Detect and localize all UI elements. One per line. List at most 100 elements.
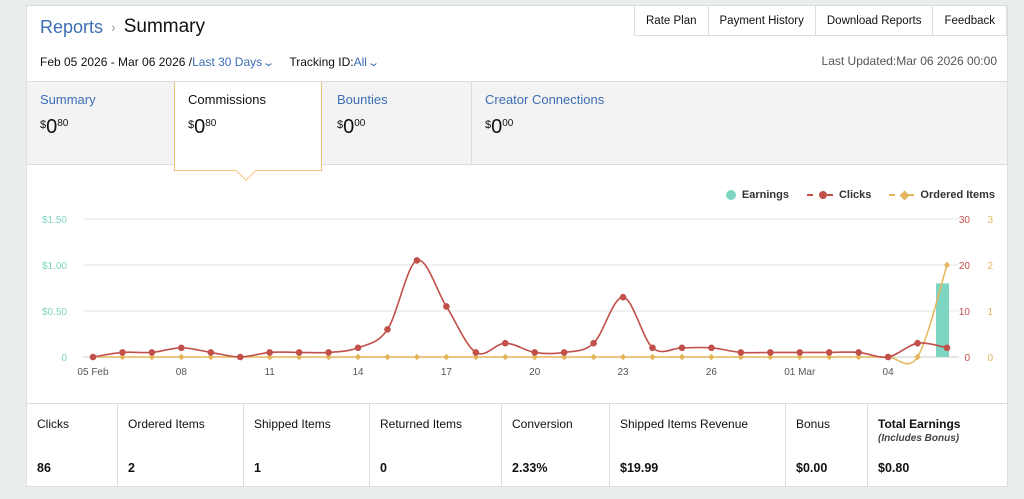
tracking-id-dropdown[interactable]: All⌄ [354,55,380,69]
legend-earnings[interactable]: Earnings [725,189,789,201]
clicks-point [443,303,450,310]
stat-bonus: Bonus $0.00 [786,404,868,487]
tab-amount: $080 [188,116,217,138]
clicks-point [266,349,273,356]
clicks-point [943,344,951,352]
clicks-series-line [92,259,948,359]
clicks-point [119,349,126,356]
clicks-point [207,349,215,356]
page-title: Summary [123,16,205,37]
last-updated-text: Last Updated:Mar 06 2026 00:00 [821,54,997,68]
y-right-clicks-tick-label: 10 [959,307,971,318]
clicks-point [560,349,568,356]
tab-amount: $080 [40,116,69,138]
ordered-items-point [472,353,480,361]
y-left-tick-label: $1.50 [42,215,67,226]
clicks-point [767,349,774,356]
stat-label: Shipped Items [254,417,331,431]
clicks-point [884,353,892,361]
payment-history-button[interactable]: Payment History [707,6,816,36]
ordered-items-point [649,353,656,361]
stats-row: Clicks 86 Ordered Items 2 Shipped Items … [27,403,1007,487]
y-left-tick-label: 0 [61,353,67,364]
clicks-point [825,349,833,356]
stat-label: Total Earnings [878,417,961,431]
tab-label: Commissions [188,92,267,107]
ordered-items-series-line [93,264,948,365]
x-tick-label: 17 [441,367,453,378]
y-right-ordered-tick-label: 3 [987,215,993,226]
clicks-point [678,344,686,352]
x-tick-label: 23 [618,367,630,378]
ordered-items-point [678,353,686,361]
clicks-point [619,293,627,301]
y-right-ordered-tick-label: 2 [987,261,993,272]
ordered-items-point [914,353,921,361]
tab-label: Creator Connections [485,92,605,107]
tab-bounties[interactable]: Bounties $000 [324,82,472,164]
tab-commissions[interactable]: Commissions $080 [174,82,322,181]
tab-label: Bounties [337,92,388,107]
ordered-items-point [443,353,450,361]
earnings-bar [936,283,949,357]
stat-label: Returned Items [380,417,463,431]
tab-summary[interactable]: Summary $080 [27,82,174,164]
tab-label: Summary [40,92,96,107]
x-tick-label: 14 [352,367,364,378]
ordered-items-point [119,353,126,361]
date-range-dropdown[interactable]: Last 30 Days⌄ [192,55,276,69]
clicks-point [148,349,156,356]
clicks-point [236,353,244,361]
stat-label: Bonus [796,417,831,431]
reports-panel: Reports › Summary Rate Plan Payment Hist… [26,5,1008,487]
x-tick-label: 20 [529,367,541,378]
tab-divider [471,82,472,164]
ordered-items-point [413,353,421,361]
download-reports-button[interactable]: Download Reports [814,6,934,36]
rate-plan-button[interactable]: Rate Plan [634,6,709,36]
y-left-tick-label: $0.50 [42,307,67,318]
ordered-items-point [796,353,803,361]
clicks-point [855,349,862,356]
stat-value: 86 [37,461,51,475]
clicks-point [737,349,745,356]
stat-value: $0.00 [796,461,828,475]
feedback-button[interactable]: Feedback [932,6,1007,36]
ordered-items-point [384,353,391,361]
x-tick-label: 11 [264,367,275,378]
y-right-clicks-tick-label: 20 [959,261,971,272]
ordered-items-point [855,353,862,361]
ordered-items-point [266,353,273,361]
breadcrumb-reports-link[interactable]: Reports [40,16,104,37]
ordered-items-point [531,353,538,361]
date-range-text: Feb 05 2026 - Mar 06 2026 / [40,55,193,69]
tab-creator-connections[interactable]: Creator Connections $000 [472,82,672,164]
stat-ordered-items: Ordered Items 2 [118,404,244,487]
y-right-clicks-tick-label: 0 [964,353,970,364]
x-tick-label: 04 [883,367,895,378]
legend-label: Ordered Items [920,189,995,201]
ordered-items-point [619,353,627,361]
clicks-point [472,349,480,356]
chevron-down-icon: ⌄ [262,57,276,69]
ordered-items-point [502,353,509,361]
clicks-legend-icon [818,191,827,199]
stat-value: 2 [128,461,135,475]
stat-returned-items: Returned Items 0 [370,404,502,487]
ordered-items-point [737,353,745,361]
clicks-point [325,349,332,356]
summary-tabs: Summary $080 Commissions $080 Bounties $… [27,81,1007,181]
legend-clicks[interactable]: Clicks [806,189,871,201]
y-right-ordered-tick-label: 1 [987,307,993,318]
stat-conversion: Conversion 2.33% [502,404,610,487]
clicks-point [501,339,509,347]
legend-ordered-items[interactable]: Ordered Items [889,189,995,201]
filter-row: Feb 05 2026 - Mar 06 2026 / Last 30 Days… [40,55,380,69]
stat-value: 0 [380,461,387,475]
ordered-items-point [178,353,185,361]
ordered-items-point [560,353,568,361]
stat-label: Conversion [512,417,573,431]
tab-amount: $000 [337,116,366,138]
ordered-items-point [708,353,715,361]
ordered-items-legend-icon [899,190,910,200]
